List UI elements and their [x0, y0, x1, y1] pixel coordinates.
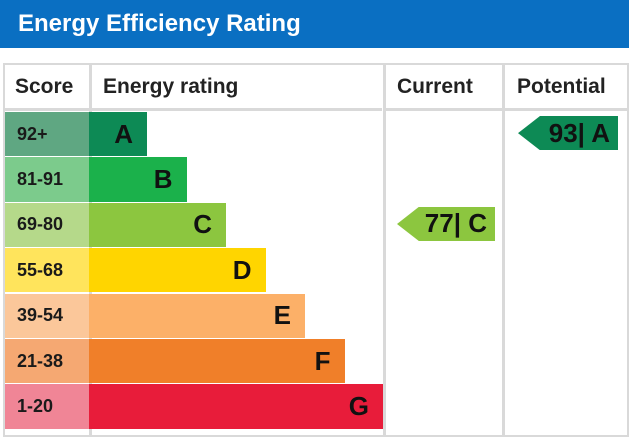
rating-bar-f: F [89, 339, 345, 384]
header-energy-rating: Energy rating [103, 75, 239, 98]
score-range-a: 92+ [5, 112, 89, 157]
header-score: Score [15, 75, 74, 98]
potential-rating-arrow: 93| A [518, 116, 618, 151]
header-divider [5, 108, 382, 111]
header-potential: Potential [517, 75, 606, 98]
current-rating-label: 77| C [424, 208, 487, 239]
score-range-f: 21-38 [5, 339, 89, 384]
score-range-e: 39-54 [5, 293, 89, 338]
score-range-b: 81-91 [5, 157, 89, 202]
score-range-g: 1-20 [5, 384, 89, 429]
score-range-c: 69-80 [5, 202, 89, 248]
potential-rating-label: 93| A [548, 117, 610, 148]
current-rating-arrow: 77| C [397, 206, 495, 242]
column-divider [383, 65, 386, 435]
rating-bar-g: G [89, 384, 383, 429]
rating-table: Score Energy rating Current Potential 92… [3, 63, 629, 437]
header-divider [383, 108, 504, 111]
score-range-d: 55-68 [5, 248, 89, 293]
rating-bar-c: C [89, 202, 226, 248]
rating-bar-d: D [89, 248, 266, 293]
chart-title: Energy Efficiency Rating [0, 0, 629, 48]
column-divider [502, 65, 505, 435]
header-current: Current [397, 75, 473, 98]
rating-bar-e: E [89, 293, 305, 338]
header-divider [502, 108, 629, 111]
rating-bar-b: B [89, 157, 187, 202]
rating-bar-a: A [89, 112, 147, 157]
